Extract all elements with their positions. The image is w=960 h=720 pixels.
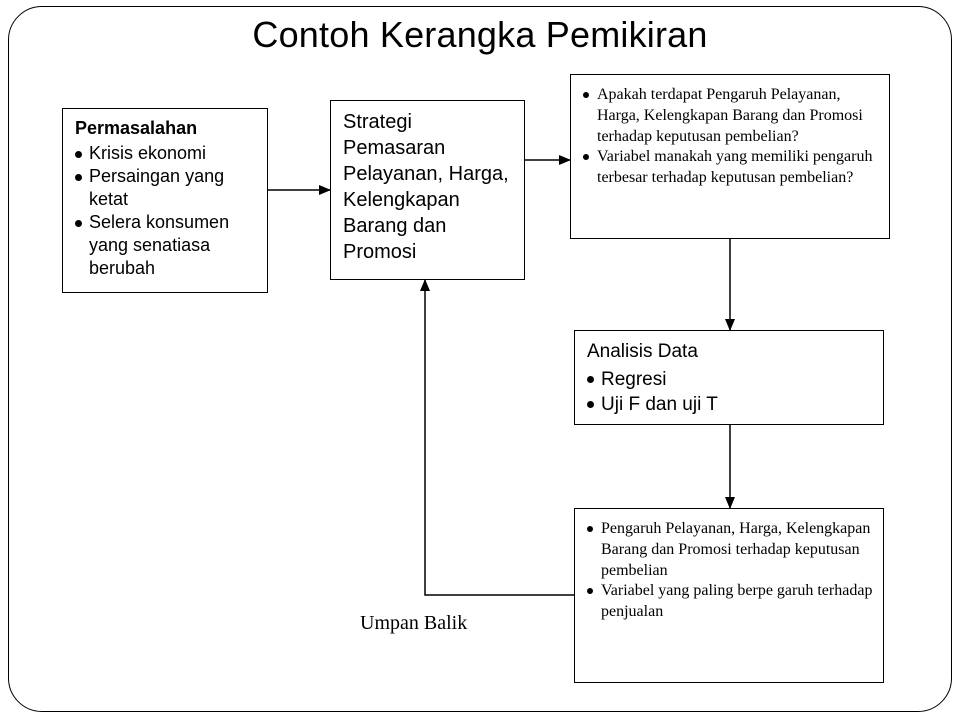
permasalahan-item: Selera konsumen yang senatiasa berubah — [75, 211, 257, 280]
box-strategi-text: Strategi Pemasaran Pelayanan, Harga, Kel… — [343, 109, 514, 265]
hasil-item: Pengaruh Pelayanan, Harga, Kelengkapan B… — [587, 519, 873, 581]
feedback-label: Umpan Balik — [360, 612, 467, 635]
box-analisis-heading: Analisis Data — [587, 339, 873, 365]
box-analisis: Analisis Data Regresi Uji F dan uji T — [574, 330, 884, 425]
box-strategi: Strategi Pemasaran Pelayanan, Harga, Kel… — [330, 100, 525, 280]
question-item: Apakah terdapat Pengaruh Pelayanan, Harg… — [583, 85, 879, 147]
box-hasil: Pengaruh Pelayanan, Harga, Kelengkapan B… — [574, 508, 884, 683]
question-item: Variabel manakah yang memiliki pengaruh … — [583, 147, 879, 189]
box-permasalahan: Permasalahan Krisis ekonomi Persaingan y… — [62, 108, 268, 293]
analisis-item: Uji F dan uji T — [587, 392, 873, 418]
hasil-item: Variabel yang paling berpe garuh terhada… — [587, 581, 873, 623]
analisis-item: Regresi — [587, 367, 873, 393]
slide-title: Contoh Kerangka Pemikiran — [0, 14, 960, 56]
permasalahan-item: Persaingan yang ketat — [75, 165, 257, 211]
box-questions: Apakah terdapat Pengaruh Pelayanan, Harg… — [570, 74, 890, 239]
box-permasalahan-heading: Permasalahan — [75, 117, 257, 140]
permasalahan-item: Krisis ekonomi — [75, 142, 257, 165]
